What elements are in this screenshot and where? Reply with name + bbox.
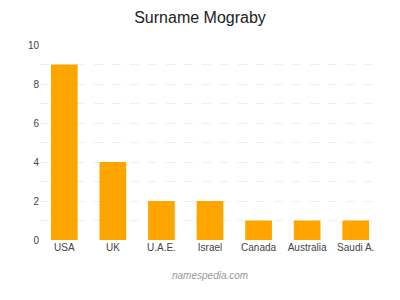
svg-text:namespedia.com: namespedia.com <box>172 270 248 281</box>
svg-text:2: 2 <box>33 196 39 207</box>
svg-text:8: 8 <box>33 79 39 90</box>
svg-text:Surname Mograby: Surname Mograby <box>134 9 266 26</box>
svg-text:U.A.E.: U.A.E. <box>147 242 176 253</box>
svg-text:4: 4 <box>33 157 39 168</box>
svg-text:Israel: Israel <box>198 242 222 253</box>
svg-text:Saudi A.: Saudi A. <box>337 242 374 253</box>
svg-text:UK: UK <box>106 242 120 253</box>
svg-text:6: 6 <box>33 118 39 129</box>
svg-text:0: 0 <box>33 235 39 246</box>
svg-text:10: 10 <box>28 40 40 51</box>
svg-text:Australia: Australia <box>288 242 327 253</box>
svg-text:Canada: Canada <box>241 242 276 253</box>
svg-text:USA: USA <box>54 242 75 253</box>
